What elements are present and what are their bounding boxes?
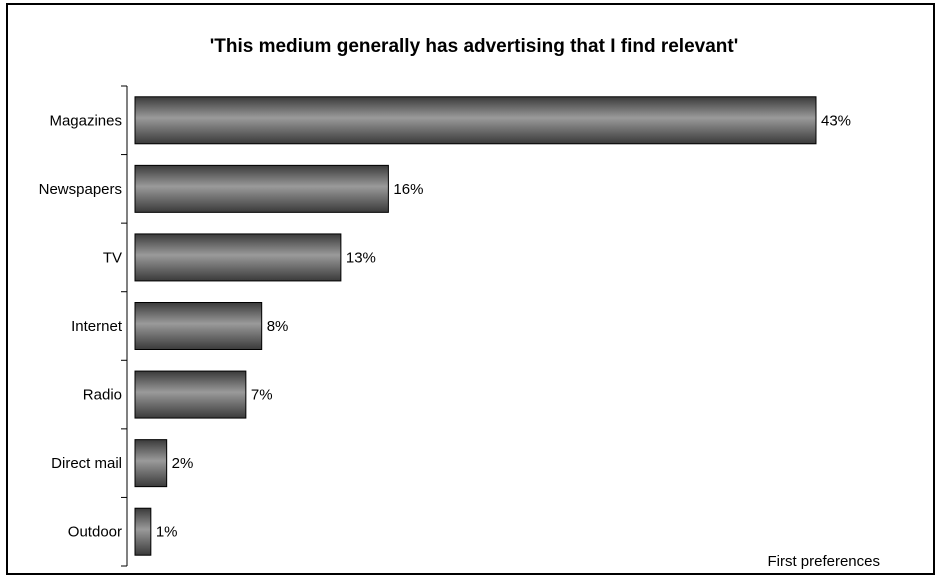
chart-title: 'This medium generally has advertising t… [210,36,739,57]
category-label: TV [103,249,122,266]
category-label: Magazines [49,112,122,129]
bar-tv [134,233,342,282]
category-label: Direct mail [51,455,122,472]
value-label: 1% [156,524,178,541]
value-label: 2% [172,455,194,472]
bar-magazines [134,96,817,145]
value-label: 16% [393,181,423,198]
bar-radio [134,370,247,419]
category-label: Internet [71,318,123,335]
category-label: Outdoor [68,524,122,541]
bar-outdoor [134,507,152,556]
category-label: Newspapers [39,181,122,198]
value-label: 7% [251,387,273,404]
value-label: 8% [267,318,289,335]
value-label: 43% [821,112,851,129]
first-preferences-annotation: First preferences [767,553,880,570]
value-label: 13% [346,249,376,266]
bar-newspapers [134,164,389,213]
bar-internet [134,302,263,350]
category-label: Radio [83,387,122,404]
bar-direct-mail [134,439,168,488]
